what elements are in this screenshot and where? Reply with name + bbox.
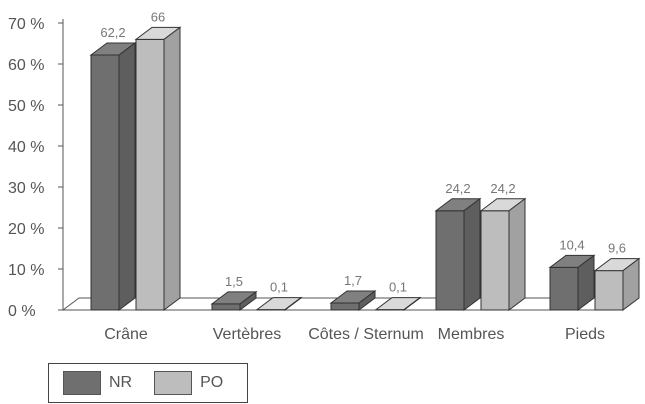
bar-nr-1 [210,290,258,311]
x-category-label: Vertèbres [213,326,281,343]
y-tick-label: 20 % [8,221,44,238]
y-tick-label: 70 % [8,16,44,33]
legend-item-po: PO [154,371,223,395]
bar-side [403,296,421,311]
bar-side [358,290,376,311]
y-tick-label: 10 % [8,262,44,279]
bar-front [594,270,624,311]
bar-side [163,26,181,311]
legend-swatch-po [154,371,193,395]
bar-nr-0 [89,41,137,311]
y-tick-label: 40 % [8,139,44,156]
data-label: 9,6 [608,241,626,256]
labels-group: 62,2 66 Crâne 1,5 0,1 Vertèbres 1,7 0,1 Côtes / … [100,9,626,343]
bar-front [330,302,360,311]
bar-nr-4 [548,254,596,311]
bars-group [89,26,641,311]
bar-side [284,296,302,311]
bar-po-3 [479,197,527,311]
bar-side [577,254,595,311]
data-label: 0,1 [389,280,407,295]
bar-front [435,210,465,311]
x-category-label: Pieds [565,326,605,343]
y-tick-label: 30 % [8,180,44,197]
bar-po-1 [255,296,303,311]
bar-front [135,38,165,311]
data-label: 0,1 [270,280,288,295]
bar-side [118,41,136,311]
legend-label-nr: NR [109,374,133,391]
legend-swatch-nr [63,371,101,395]
y-tick-label: 60 % [8,57,44,74]
bar-front [211,303,241,311]
bar-front [480,210,510,311]
bar-po-0 [134,26,182,311]
bar-nr-2 [329,290,377,311]
bar-side [622,257,640,311]
bar-front [549,266,579,311]
bar-side [508,197,526,311]
data-label: 62,2 [100,25,125,40]
legend: NR PO [48,363,248,403]
y-tick-label: 50 % [8,98,44,115]
legend-label-po: PO [200,374,224,391]
data-label: 24,2 [490,181,515,196]
x-category-label: Côtes / Sternum [308,326,424,343]
data-label: 1,5 [225,274,243,289]
y-tick-label: 0 % [8,303,36,320]
bar-side [463,197,481,311]
data-label: 1,7 [344,273,362,288]
bar-side [239,290,257,311]
data-label: 10,4 [559,237,584,252]
bar-front [90,54,120,311]
bar-po-4 [593,257,641,311]
bar-po-2 [374,296,422,311]
x-category-label: Crâne [104,326,148,343]
data-label: 66 [151,9,165,24]
legend-item-nr: NR [63,371,132,395]
data-label: 24,2 [445,181,470,196]
x-category-label: Membres [438,326,505,343]
bar-nr-3 [434,197,482,311]
